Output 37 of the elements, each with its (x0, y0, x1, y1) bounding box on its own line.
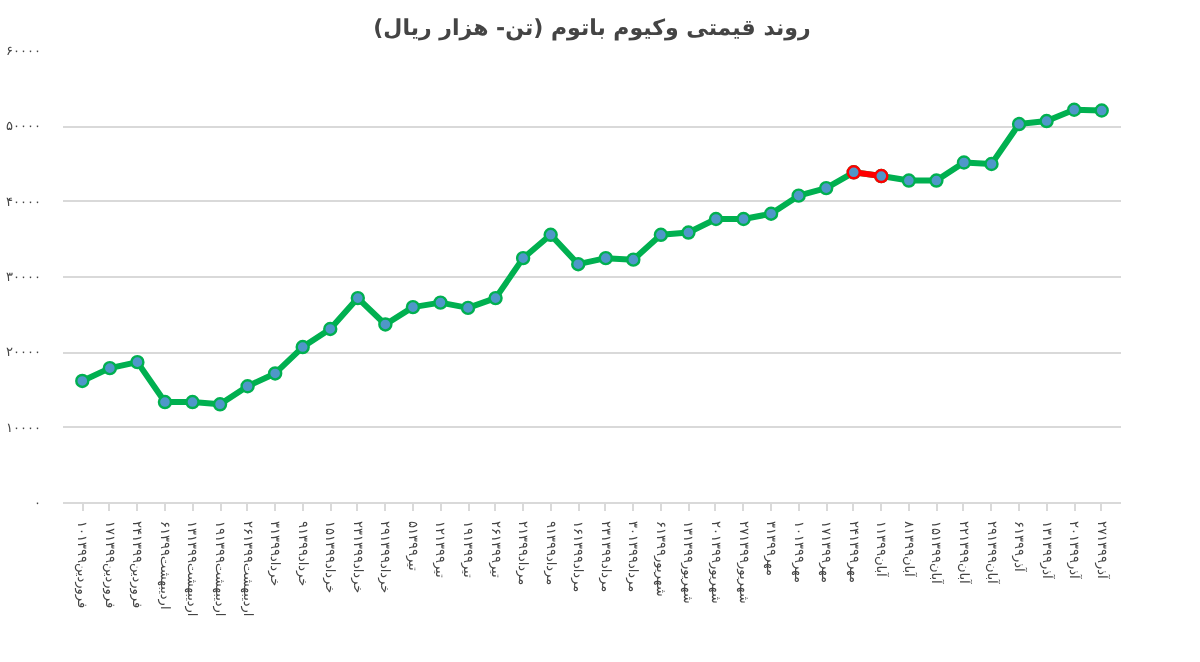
point (157, 394, 173, 410)
point (571, 257, 586, 272)
point (626, 252, 641, 267)
point (488, 290, 503, 306)
point (240, 379, 255, 394)
point (515, 250, 531, 266)
point (102, 360, 118, 376)
point (460, 300, 476, 316)
point (433, 295, 448, 310)
point (185, 394, 200, 410)
point (956, 155, 972, 170)
point (378, 317, 393, 332)
point (791, 188, 806, 203)
point (295, 339, 310, 355)
point (763, 206, 779, 221)
point (1066, 102, 1082, 117)
point (984, 156, 999, 172)
point (929, 173, 944, 188)
point (1094, 103, 1109, 118)
point (736, 211, 751, 227)
point (405, 299, 421, 315)
point (130, 354, 145, 370)
point (818, 180, 834, 196)
point (212, 397, 228, 412)
point (708, 211, 724, 227)
point (75, 373, 90, 389)
point (901, 173, 917, 188)
chart-title: روند قیمتی وکیوم باتوم (تن- هزار ریال) (373, 15, 811, 41)
point (1011, 116, 1027, 132)
point (543, 227, 558, 242)
point (681, 225, 696, 240)
point (267, 366, 283, 381)
point (653, 227, 669, 242)
point (323, 321, 338, 337)
point (1039, 113, 1054, 129)
point (598, 250, 613, 266)
point (350, 290, 366, 306)
